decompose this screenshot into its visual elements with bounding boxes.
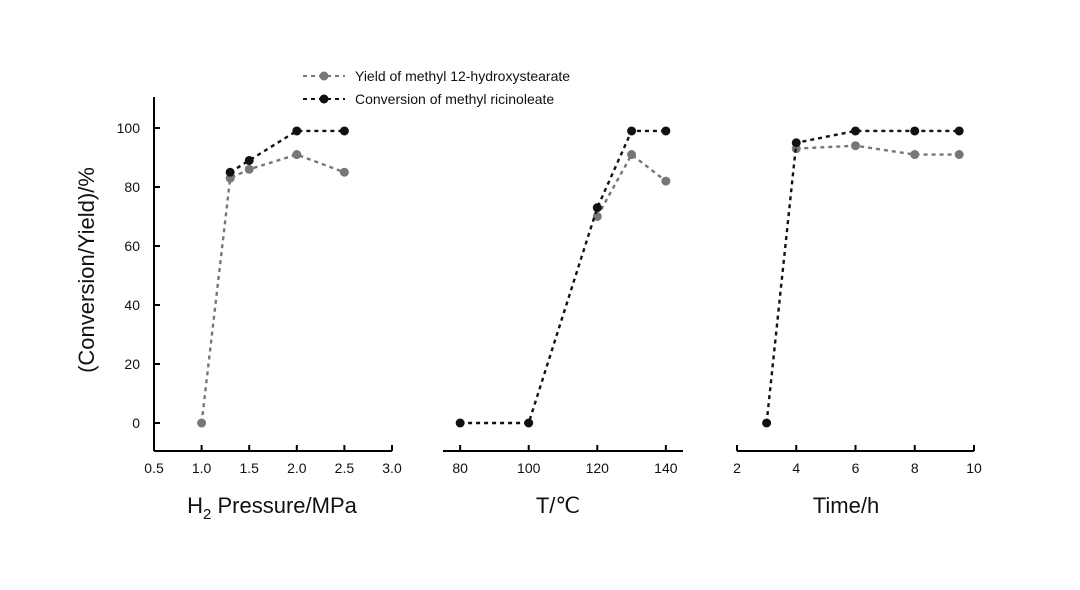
x-tick-label: 140 — [654, 460, 678, 476]
x-tick-label: 2.5 — [335, 460, 355, 476]
x-tick-label: 0.5 — [144, 460, 164, 476]
data-point-yield — [292, 150, 302, 160]
y-axis-title: (Conversion/Yield)/% — [74, 167, 99, 373]
data-point-conversion — [455, 418, 465, 428]
y-tick-label: 80 — [124, 179, 140, 195]
legend-label-yield: Yield of methyl 12-hydroxystearate — [355, 68, 570, 84]
data-point-conversion — [524, 418, 534, 428]
data-point-conversion — [791, 138, 801, 148]
series-line-conversion-panel-3 — [765, 129, 960, 424]
data-point-conversion — [851, 126, 860, 136]
data-point-conversion — [954, 126, 964, 136]
data-point-conversion — [292, 126, 302, 136]
series-line-yield-panel-2 — [596, 152, 667, 218]
data-point-conversion — [339, 126, 349, 136]
data-point-conversion — [661, 126, 671, 136]
data-point-yield — [339, 167, 349, 177]
x-axis-title-panel-3: Time/h — [813, 493, 879, 518]
x-tick-label: 10 — [966, 460, 982, 476]
data-point-conversion — [244, 155, 254, 165]
x-axis-title-subscript: 2 — [203, 506, 211, 523]
data-point-conversion — [225, 167, 235, 177]
x-axis-title-panel-1: H2 Pressure/MPa — [187, 493, 357, 523]
y-tick-label: 60 — [124, 238, 140, 254]
data-point-conversion — [910, 126, 920, 136]
x-tick-label: 120 — [586, 460, 610, 476]
x-tick-label: 2.0 — [287, 460, 307, 476]
x-tick-label: 2 — [733, 460, 741, 476]
data-point-yield — [197, 418, 207, 428]
legend-marker-yield — [319, 71, 329, 81]
data-point-yield — [627, 150, 637, 160]
x-tick-label: 6 — [852, 460, 860, 476]
data-point-yield — [851, 141, 860, 151]
legend: Yield of methyl 12-hydroxystearate Conve… — [303, 68, 570, 107]
series-line-conversion-panel-1 — [229, 129, 345, 174]
y-axis: 0 20 40 60 80 100 — [117, 97, 160, 451]
x-axis-title-main: T/℃ — [536, 493, 580, 518]
legend-marker-conversion — [319, 94, 329, 104]
y-tick-label: 20 — [124, 356, 140, 372]
x-axis-title-rest: Pressure/MPa — [211, 493, 357, 518]
x-tick-label: 8 — [911, 460, 919, 476]
data-point-yield — [954, 150, 964, 160]
y-tick-label: 0 — [132, 415, 140, 431]
data-point-yield — [661, 176, 671, 186]
legend-label-conversion: Conversion of methyl ricinoleate — [355, 91, 554, 107]
x-axis-title-main: H — [187, 493, 203, 518]
series-line-yield-panel-3 — [796, 144, 960, 156]
data-point-yield — [910, 150, 920, 160]
x-tick-label: 1.0 — [192, 460, 212, 476]
x-tick-label: 4 — [792, 460, 800, 476]
data-point-conversion — [762, 418, 772, 428]
x-tick-label: 100 — [517, 460, 541, 476]
data-point-conversion — [592, 203, 602, 213]
x-tick-label: 3.0 — [382, 460, 402, 476]
x-tick-label: 80 — [452, 460, 468, 476]
x-axis-title-panel-2: T/℃ — [536, 493, 580, 518]
y-tick-label: 100 — [117, 120, 141, 136]
data-point-conversion — [627, 126, 637, 136]
y-tick-label: 40 — [124, 297, 140, 313]
data-point-yield — [244, 164, 254, 174]
x-axis-title-main: Time/h — [813, 493, 879, 518]
x-tick-label: 1.5 — [239, 460, 259, 476]
